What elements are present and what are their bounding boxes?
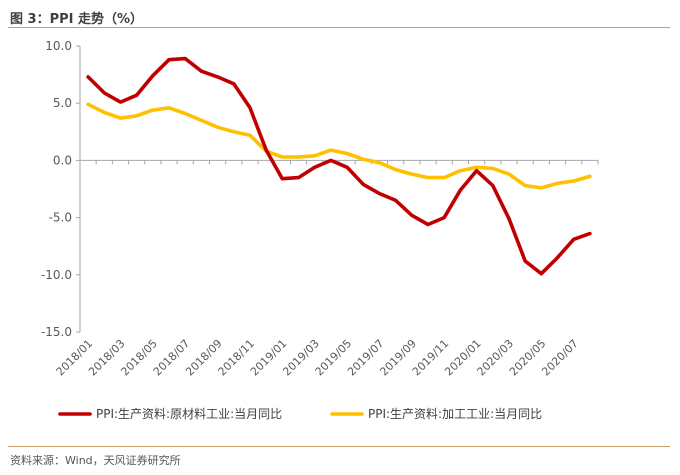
y-axis: 10.0 5.0 0.0 -5.0 -10.0 -15.0 <box>41 39 81 339</box>
x-axis: 2018/012018/032018/052018/072018/092018/… <box>54 159 599 379</box>
y-tick-label: 5.0 <box>53 96 72 110</box>
y-tick-label: 10.0 <box>45 39 72 53</box>
legend: PPI:生产资料:原材料工业:当月同比 PPI:生产资料:加工工业:当月同比 <box>58 407 542 421</box>
legend-label: PPI:生产资料:加工工业:当月同比 <box>368 407 542 421</box>
top-divider <box>8 27 670 28</box>
y-tick-label: 0.0 <box>53 153 72 167</box>
bottom-divider <box>8 446 670 447</box>
series-line-processing <box>86 102 592 190</box>
ppi-line-chart: 10.0 5.0 0.0 -5.0 -10.0 -15.0 2018/012018/032… <box>41 39 599 421</box>
series-line-raw-materials <box>86 56 592 276</box>
y-tick-label: -15.0 <box>41 325 72 339</box>
x-tick-label: 2020/07 <box>539 337 581 379</box>
legend-label: PPI:生产资料:原材料工业:当月同比 <box>96 407 282 421</box>
source-note: 资料来源：Wind，天风证券研究所 <box>10 454 181 467</box>
y-tick-label: -10.0 <box>41 268 72 282</box>
y-tick-label: -5.0 <box>49 211 72 225</box>
figure-title: 图 3：PPI 走势（%） <box>10 12 144 27</box>
series-lines <box>86 56 592 276</box>
